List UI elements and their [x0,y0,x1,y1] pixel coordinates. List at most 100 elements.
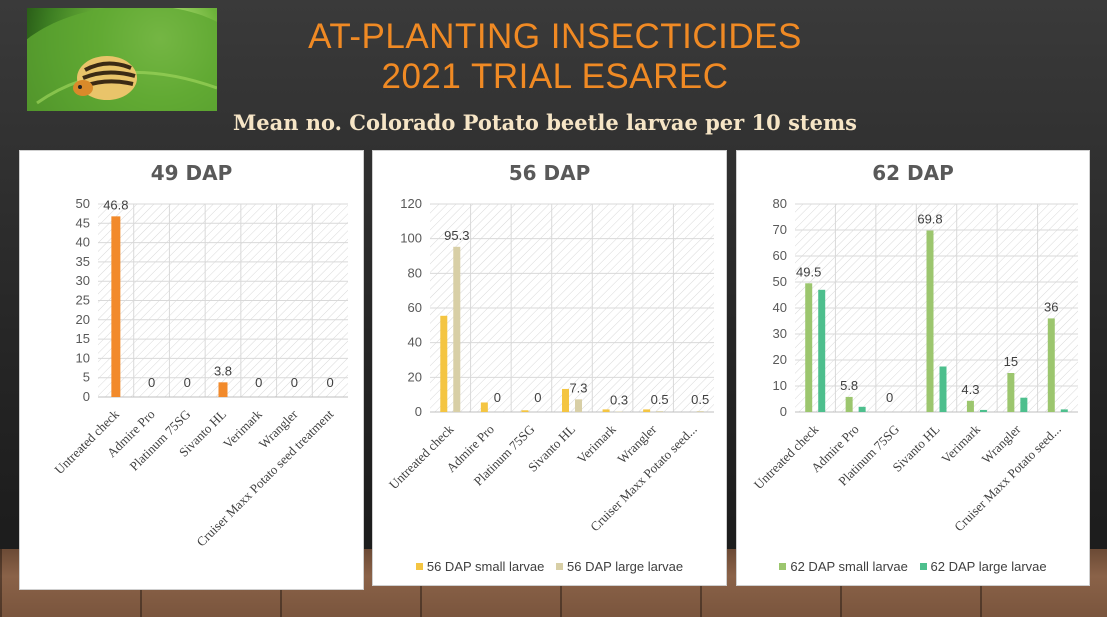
bar [615,411,623,412]
chart-title: 56 DAP [508,161,591,185]
slide-title: AT-PLANTING INSECTICIDES 2021 TRIAL ESAR… [250,17,860,97]
y-tick-label: 5 [83,370,90,385]
y-tick-label: 40 [773,300,787,315]
data-label: 3.8 [214,363,232,378]
chart-title: 62 DAP [872,161,954,185]
x-tick-label: Untreated check [751,421,822,492]
data-label: 0.5 [651,392,669,407]
legend-label: 62 DAP small larvae [790,559,908,574]
chart-panel-49-dap: 0 5 10 15 20 25 30 35 40 45 50 46.8 0 0 3.8 0 0 0 Untreate… [19,150,364,590]
bar [111,216,121,397]
x-tick-label: Verimark [574,421,619,466]
bar [440,315,448,412]
y-tick-label: 70 [773,222,787,237]
chart-panel-62-dap: 0 10 20 30 40 50 60 70 80 49.5 5.8 0 69.8 4.3 15 36 Untr… [736,150,1090,586]
bar [521,410,529,412]
y-tick-label: 50 [76,196,90,211]
y-tick-label: 45 [76,215,90,230]
title-line-1: AT-PLANTING INSECTICIDES [308,17,802,56]
potato-beetle-photo [27,8,217,111]
bar [480,402,488,412]
y-tick-label: 20 [773,352,787,367]
data-label: 0 [327,375,334,390]
data-label: 0.5 [691,392,709,407]
legend-swatch [919,563,927,571]
data-label: 0 [255,375,262,390]
y-tick-label: 40 [408,335,422,350]
y-tick-label: 0 [415,404,422,419]
data-label: 36 [1044,299,1058,314]
bar [966,400,974,412]
y-tick-label: 80 [408,265,422,280]
bar [218,382,228,397]
bar [1007,373,1015,412]
y-tick-label: 10 [76,350,90,365]
bar [643,409,651,412]
y-tick-label: 50 [773,274,787,289]
data-label: 0 [184,375,191,390]
y-tick-label: 15 [76,331,90,346]
bar [845,396,853,412]
bar [696,411,704,412]
data-label: 0 [494,390,501,405]
y-tick-label: 100 [400,231,422,246]
y-tick-label: 60 [773,248,787,263]
legend-label: 62 DAP large larvae [930,559,1047,574]
y-tick-label: 40 [76,235,90,250]
bar [926,230,934,412]
y-tick-label: 0 [780,404,787,419]
chart-legend: 62 DAP small larvae 62 DAP large larvae [737,559,1089,574]
title-line-2: 2021 TRIAL ESAREC [381,57,729,96]
legend-swatch [556,563,564,571]
data-label: 69.8 [917,212,942,227]
y-tick-label: 120 [400,196,422,211]
y-tick-label: 30 [773,326,787,341]
bar [453,246,461,412]
bar [818,289,826,412]
legend-item: 56 DAP small larvae [415,559,545,574]
y-tick-label: 60 [408,300,422,315]
data-label: 4.3 [961,382,979,397]
bar [979,409,987,412]
y-tick-label: 25 [76,293,90,308]
bar [1047,318,1055,412]
x-tick-label: Untreated check [386,421,457,492]
bar [805,283,813,412]
data-label: 0 [886,390,893,405]
y-tick-label: 20 [408,369,422,384]
legend-label: 56 DAP small larvae [426,559,545,574]
legend-swatch [415,563,423,571]
data-label: 0.3 [610,392,628,407]
y-tick-label: 20 [76,312,90,327]
y-tick-label: 35 [76,254,90,269]
data-label: 0 [291,375,298,390]
chart-56-dap: 0 20 40 60 80 100 120 95.3 0 0 7.3 0.3 0.5 0.5 Untreat… [386,196,714,534]
legend-label: 56 DAP large larvae [567,559,684,574]
bar [656,411,664,412]
slide-subtitle: Mean no. Colorado Potato beetle larvae p… [232,110,858,135]
data-label: 7.3 [569,380,587,395]
legend-item: 56 DAP large larvae [556,559,683,574]
legend-item: 62 DAP large larvae [919,559,1047,574]
data-label: 95.3 [444,228,469,243]
y-tick-label: 80 [773,196,787,211]
bar [562,388,569,412]
y-tick-label: 30 [76,273,90,288]
bar [1060,409,1068,412]
data-label: 0 [534,390,541,405]
bar [575,399,582,412]
y-tick-label: 0 [83,389,90,404]
bar [602,409,610,412]
legend-item: 62 DAP small larvae [779,559,908,574]
chart-62-dap: 0 10 20 30 40 50 60 70 80 49.5 5.8 0 69.8 4.3 15 36 Untr… [751,196,1078,534]
chart-panel-56-dap: 0 20 40 60 80 100 120 95.3 0 0 7.3 0.3 0.5 0.5 Untreat… [372,150,727,586]
data-label: 15 [1004,354,1018,369]
bar [939,366,947,412]
data-label: 46.8 [103,197,128,212]
x-tick-label: Verimark [938,421,983,466]
bar [1020,397,1028,412]
data-label: 5.8 [840,378,858,393]
y-tick-label: 10 [773,378,787,393]
legend-swatch [779,563,787,571]
